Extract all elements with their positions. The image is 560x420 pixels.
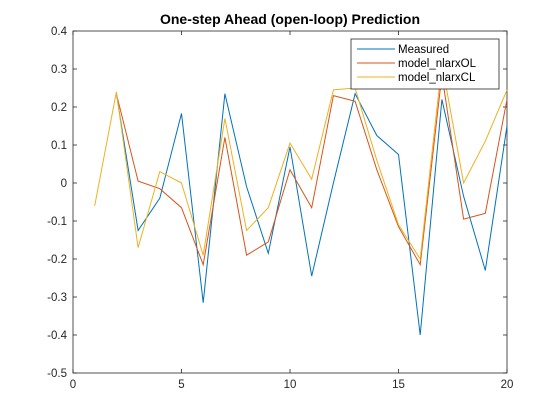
legend: Measured model_nlarxOL model_nlarxCL: [350, 38, 500, 90]
legend-label: model_nlarxOL: [398, 58, 477, 70]
y-tick-label: 0.1: [51, 140, 67, 152]
y-tick-label: 0.4: [51, 26, 68, 38]
legend-label: model_nlarxCL: [398, 72, 476, 84]
y-tick-label: -0.3: [47, 292, 67, 304]
x-tick-label: 10: [284, 379, 297, 391]
y-tick-label: 0.3: [51, 64, 67, 76]
y-tick-label: -0.4: [47, 330, 67, 342]
legend-box: [350, 38, 500, 90]
series-line-model-nlarxcl: [94, 63, 508, 261]
axis-ticks: [72, 30, 508, 374]
x-tick-label: 20: [501, 379, 514, 391]
x-tick-label: 0: [70, 379, 76, 391]
x-tick-label: 15: [392, 379, 405, 391]
y-tick-label: -0.1: [47, 216, 67, 228]
axis-tick-labels: 0 5 10 15 20 0.4 0.3 0.2 0.1 0 -0.1 -0.2 -0.3 -0.4 -0.…: [47, 26, 513, 391]
legend-label: Measured: [398, 44, 449, 56]
y-tick-label: -0.2: [47, 254, 67, 266]
y-tick-label: 0: [61, 178, 67, 190]
x-tick-label: 5: [178, 379, 184, 391]
y-tick-label: -0.5: [47, 368, 67, 380]
y-tick-label: 0.2: [51, 102, 67, 114]
series-line-measured: [115, 92, 508, 336]
chart-title: One-step Ahead (open-loop) Prediction: [160, 11, 420, 27]
legend-entries: Measured model_nlarxOL model_nlarxCL: [357, 44, 477, 84]
